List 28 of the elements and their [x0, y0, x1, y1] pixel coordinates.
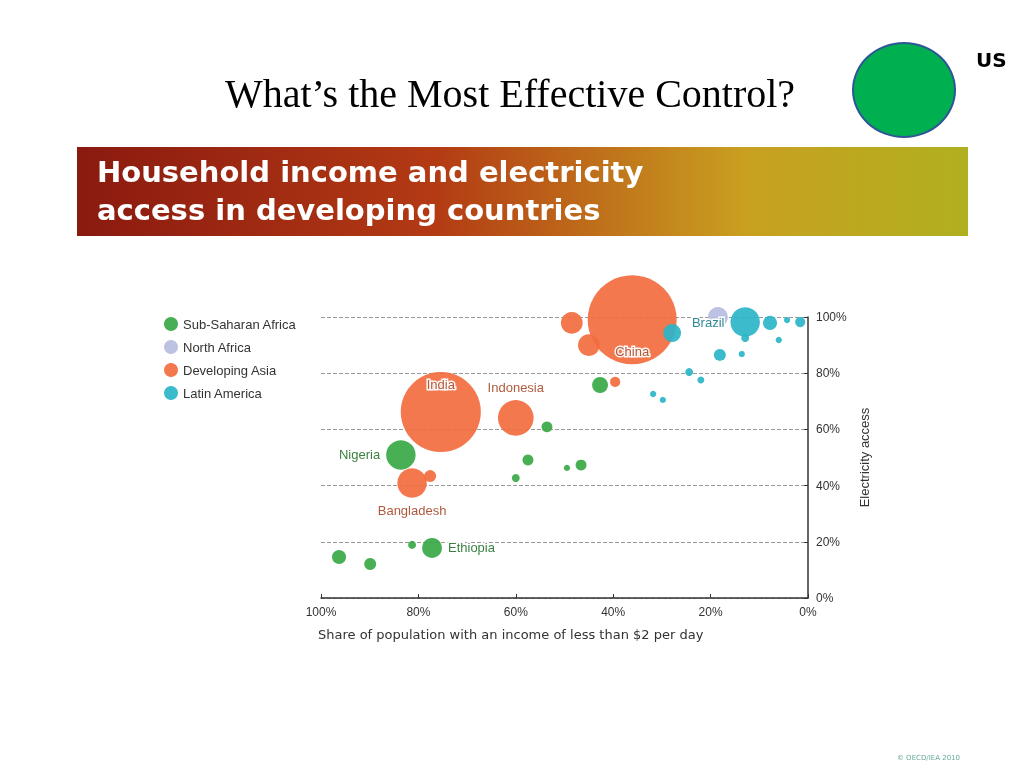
annotation: Nigeria	[338, 447, 381, 463]
x-tick-label: 100%	[305, 605, 337, 619]
chart-subtitle: Household income and electricity access in developing countries	[97, 154, 645, 229]
x-tick-label: 0%	[799, 605, 817, 619]
annotation: Bangladesh	[377, 502, 447, 518]
legend-label: North Africa	[183, 339, 252, 355]
y-tick-label: 20%	[816, 534, 841, 549]
x-tick-label: 20%	[698, 605, 723, 619]
annotation: Indonesia	[487, 380, 545, 396]
y-axis-title: Electricity access	[856, 407, 872, 508]
y-tick-label: 0%	[816, 591, 834, 605]
y-tick-label: 60%	[816, 422, 841, 437]
x-tick-label: 40%	[601, 605, 626, 619]
y-tick-label: 80%	[816, 366, 841, 381]
legend-label: Developing Asia	[183, 362, 277, 378]
text: US	[976, 48, 1007, 72]
annotation: Brazil	[691, 314, 725, 330]
x-axis-title: Share of population with an income of less than $2 per day	[318, 627, 704, 642]
annotation: India	[426, 376, 456, 392]
chart-title: What’s the Most Effective Control?	[223, 70, 797, 117]
legend-label: Latin America	[183, 385, 263, 401]
y-tick-label: 40%	[816, 478, 841, 493]
annotation: China	[615, 344, 650, 360]
y-tick-label: 100%	[816, 310, 848, 324]
legend-label: Sub-Saharan Africa	[183, 316, 297, 332]
x-tick-label: 60%	[503, 605, 529, 619]
annotation: Ethiopia	[447, 540, 496, 556]
x-tick-label: 80%	[406, 605, 431, 619]
